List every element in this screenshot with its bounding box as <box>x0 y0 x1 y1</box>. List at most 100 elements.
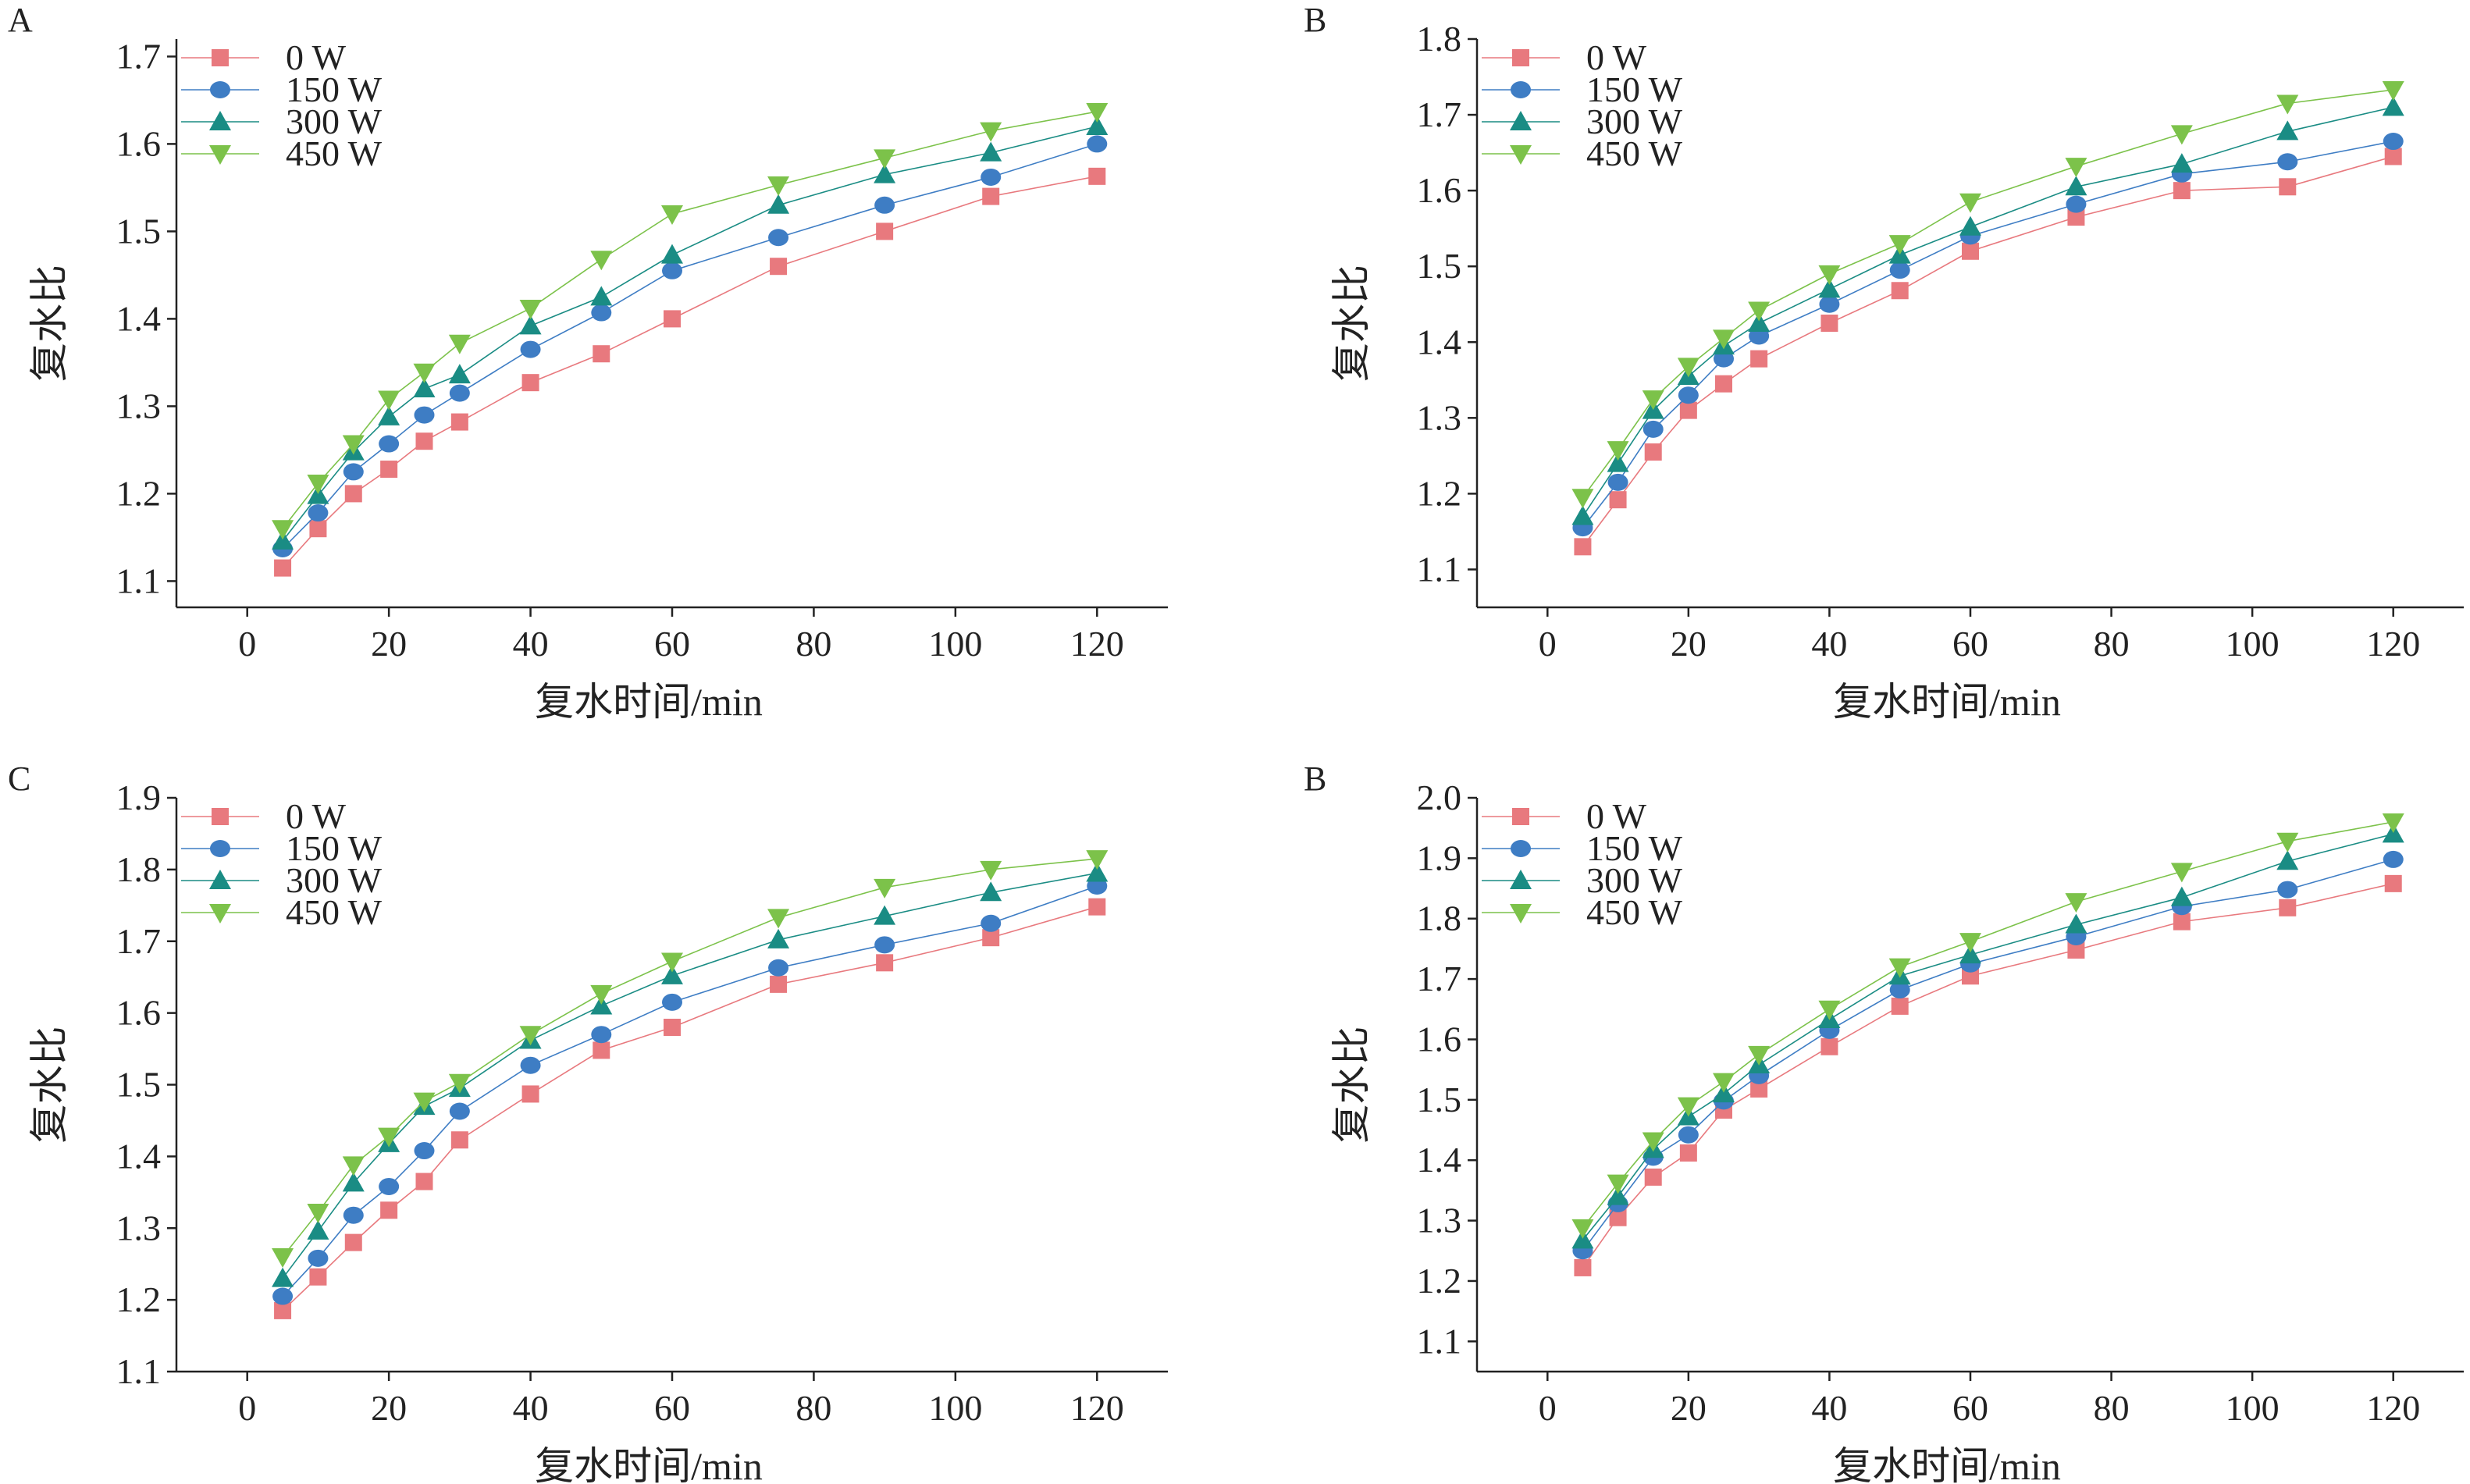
data-point <box>521 374 539 392</box>
data-point <box>590 995 613 1015</box>
x-axis-title: 复水时间/min <box>535 680 763 724</box>
data-point <box>1574 538 1592 556</box>
series-line <box>282 143 1098 550</box>
legend-marker <box>212 808 229 825</box>
y-tick-label: 1.9 <box>116 778 162 817</box>
data-point <box>1818 278 1841 298</box>
y-tick-label: 1.2 <box>116 1279 162 1319</box>
x-tick-label: 0 <box>238 624 256 664</box>
data-point <box>1891 282 1909 300</box>
y-tick-label: 1.3 <box>116 1208 162 1247</box>
y-tick-label: 1.5 <box>1417 1080 1462 1119</box>
data-point <box>272 529 294 550</box>
data-point <box>661 244 683 264</box>
y-tick-label: 1.6 <box>1417 1019 1462 1059</box>
panel-letter: B <box>1304 1 1326 39</box>
data-point <box>415 1173 433 1190</box>
data-point <box>1962 967 1979 985</box>
series-line <box>1582 141 2393 528</box>
data-point <box>767 928 790 948</box>
data-point <box>980 141 1002 162</box>
data-point <box>448 1073 471 1094</box>
y-tick-label: 1.8 <box>1417 19 1462 59</box>
data-point <box>380 461 398 479</box>
data-point <box>274 559 292 577</box>
data-point <box>874 905 896 925</box>
y-tick-label: 1.1 <box>116 561 162 600</box>
y-tick-label: 1.9 <box>1417 838 1462 877</box>
y-axis-title: 复水比 <box>27 265 71 382</box>
legend-marker <box>1512 808 1529 825</box>
y-tick-label: 1.7 <box>116 36 162 76</box>
series-450w <box>272 102 1109 540</box>
data-point <box>768 959 789 977</box>
data-point <box>1713 329 1735 350</box>
data-point <box>1571 1219 1594 1239</box>
x-tick-label: 0 <box>1539 1388 1557 1428</box>
data-point <box>1607 1174 1629 1194</box>
data-point <box>378 405 400 425</box>
series-line <box>1582 883 2393 1269</box>
legend-marker <box>1511 81 1531 98</box>
data-point <box>2382 96 2404 116</box>
data-point <box>450 1131 468 1149</box>
data-point <box>1086 116 1109 135</box>
data-point <box>593 345 610 363</box>
data-point <box>2276 120 2299 141</box>
series-line <box>1582 155 2393 547</box>
x-tick-label: 60 <box>1952 1388 1988 1428</box>
data-point <box>1087 877 1108 895</box>
series-150w <box>1572 850 2404 1260</box>
data-point <box>272 1267 294 1287</box>
data-point <box>344 1233 362 1251</box>
data-point <box>521 1085 539 1103</box>
series-line <box>1582 106 2393 517</box>
data-point <box>1607 1185 1629 1205</box>
data-point <box>1644 1168 1662 1186</box>
data-point <box>413 363 436 383</box>
legend-marker <box>1510 111 1532 130</box>
y-tick-label: 1.6 <box>116 123 162 163</box>
data-point <box>2382 81 2404 101</box>
data-point <box>307 1219 329 1240</box>
series-450w <box>1571 813 2404 1239</box>
series-line <box>282 906 1098 1311</box>
data-point <box>379 1177 400 1195</box>
data-point <box>2170 153 2193 173</box>
series-150w <box>272 877 1108 1305</box>
data-point <box>449 384 470 402</box>
y-tick-label: 1.4 <box>116 298 162 338</box>
data-point <box>413 1092 436 1112</box>
x-tick-label: 60 <box>654 624 690 664</box>
series-0w <box>1574 148 2402 556</box>
x-tick-label: 80 <box>2094 624 2130 664</box>
chart-panel-2: B 0 20 40 60 80 100 120 1.1 1.2 1.3 1.4 1.5 1.6 1.7 1.8… <box>1304 1 2464 724</box>
x-tick-label: 40 <box>513 624 549 664</box>
legend-marker <box>1510 870 1532 889</box>
x-tick-label: 100 <box>2226 1388 2280 1428</box>
data-point <box>2276 850 2299 870</box>
series-line <box>282 885 1098 1297</box>
data-point <box>1888 235 1911 255</box>
data-point <box>2384 874 2402 892</box>
series-line <box>282 111 1098 529</box>
data-point <box>1087 135 1108 153</box>
data-point <box>874 196 895 214</box>
data-point <box>1748 1045 1771 1066</box>
data-point <box>981 914 1002 932</box>
data-point <box>1679 401 1697 419</box>
series-150w <box>1572 133 2404 537</box>
legend-label: 150 W <box>286 69 383 109</box>
data-point <box>981 168 1002 186</box>
data-point <box>874 163 896 183</box>
data-point <box>662 262 682 279</box>
legend-label: 450 W <box>286 892 383 932</box>
data-point <box>767 194 790 214</box>
y-tick-label: 1.5 <box>1417 246 1462 286</box>
data-point <box>1607 441 1629 461</box>
x-tick-label: 40 <box>1811 1388 1847 1428</box>
data-point <box>661 205 683 225</box>
